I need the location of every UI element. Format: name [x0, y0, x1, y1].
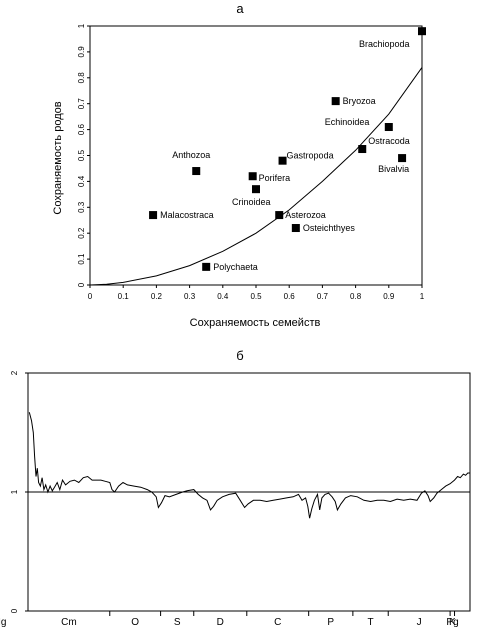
point-marker-bivalvia	[398, 154, 407, 163]
panel-a-y-axis-label: Сохраняемость родов	[52, 101, 64, 214]
x-tick-label: 0.6	[284, 292, 296, 301]
panel-a-scatter: а 0 0.1 0.2 0.3 0.4 0.5 0.6 0.7 0.8 0.9 1 0 0.1 0.2 0.…	[52, 1, 426, 329]
period-label-d: D	[217, 617, 224, 628]
point-label-asterozoa: Asterozoa	[285, 210, 326, 220]
x-tick-label: 0	[88, 292, 93, 301]
period-label-k: K	[449, 617, 456, 628]
y-tick-label: 0.5	[77, 149, 86, 161]
y-tick-label: 0.7	[77, 98, 86, 110]
y-tick-label: 0.2	[77, 227, 86, 239]
point-label-gastropoda: Gastropoda	[287, 151, 334, 161]
period-label-pg: Pg	[446, 617, 458, 628]
y-tick-label: 0.3	[77, 201, 86, 213]
period-label-o: O	[131, 617, 139, 628]
period-label-j: J	[417, 617, 422, 628]
panel-b-line: б 0 1 2 Cm O S D C P T J KPg Ng	[0, 348, 471, 628]
panel-a-plot-frame	[89, 25, 423, 286]
point-marker-porifera	[248, 172, 257, 181]
point-label-osteichthyes: Osteichthyes	[303, 223, 356, 233]
point-marker-anthozoa	[192, 167, 201, 176]
y-tick-label: 0.6	[77, 123, 86, 135]
x-tick-label: 0.7	[317, 292, 329, 301]
x-tick-label: 0.3	[184, 292, 196, 301]
period-label-cm: Cm	[61, 617, 77, 628]
panel-b-ticks: 0 1 2 Cm O S D C P T J KPg Ng	[0, 370, 459, 628]
y-tick-label: 0	[10, 608, 19, 613]
point-label-porifera: Porifera	[259, 173, 291, 183]
period-label-ng: Ng	[0, 617, 6, 628]
point-marker-osteichthyes	[291, 224, 300, 233]
point-marker-ostracoda	[358, 145, 367, 154]
x-tick-label: 0.1	[118, 292, 130, 301]
point-marker-gastropoda	[278, 156, 287, 165]
y-tick-label: 2	[10, 370, 19, 375]
y-tick-label: 0.1	[77, 253, 86, 265]
point-label-malacostraca: Malacostraca	[160, 210, 214, 220]
point-marker-bryozoa	[331, 97, 340, 106]
point-marker-crinoidea	[252, 185, 260, 194]
x-tick-label: 1	[420, 292, 425, 301]
point-label-brachiopoda: Brachiopoda	[359, 39, 410, 49]
x-tick-label: 0.2	[151, 292, 163, 301]
period-label-p: P	[327, 617, 334, 628]
y-tick-label: 1	[10, 489, 19, 494]
panel-a-points: Brachiopoda Bryozoa Echinoidea Ostracoda Biv…	[149, 27, 426, 272]
y-tick-label: 1	[77, 23, 86, 28]
x-tick-label: 0.8	[350, 292, 362, 301]
point-marker-malacostraca	[149, 211, 158, 220]
point-marker-brachiopoda	[418, 27, 426, 36]
period-label-c: C	[274, 617, 281, 628]
point-label-polychaeta: Polychaeta	[213, 262, 258, 272]
panel-b-title: б	[236, 348, 243, 363]
point-label-ostracoda: Ostracoda	[368, 136, 410, 146]
point-label-bryozoa: Bryozoa	[343, 96, 376, 106]
x-tick-label: 0.4	[217, 292, 229, 301]
period-label-t: T	[367, 617, 373, 628]
x-tick-label: 0.5	[250, 292, 262, 301]
y-tick-label: 0.4	[77, 175, 86, 187]
x-tick-label: 0.9	[383, 292, 395, 301]
y-tick-label: 0	[77, 282, 86, 287]
point-label-crinoidea: Crinoidea	[232, 197, 271, 207]
panel-a-x-axis-label: Сохраняемость семейств	[190, 317, 321, 329]
point-marker-asterozoa	[275, 211, 284, 220]
point-label-anthozoa: Anthozoa	[172, 150, 210, 160]
point-label-echinoidea: Echinoidea	[325, 117, 370, 127]
point-marker-echinoidea	[384, 123, 393, 132]
panel-b-series-line	[28, 412, 470, 519]
point-label-bivalvia: Bivalvia	[378, 164, 409, 174]
y-tick-label: 0.8	[77, 72, 86, 84]
panel-a-ticks: 0 0.1 0.2 0.3 0.4 0.5 0.6 0.7 0.8 0.9 1 0 0.1 0.2 0.3 0…	[77, 23, 425, 301]
point-marker-polychaeta	[202, 262, 211, 271]
y-tick-label: 0.9	[77, 46, 86, 58]
panel-a-title: а	[236, 1, 244, 16]
period-label-s: S	[174, 617, 181, 628]
panel-a-fit-curve	[89, 67, 423, 286]
